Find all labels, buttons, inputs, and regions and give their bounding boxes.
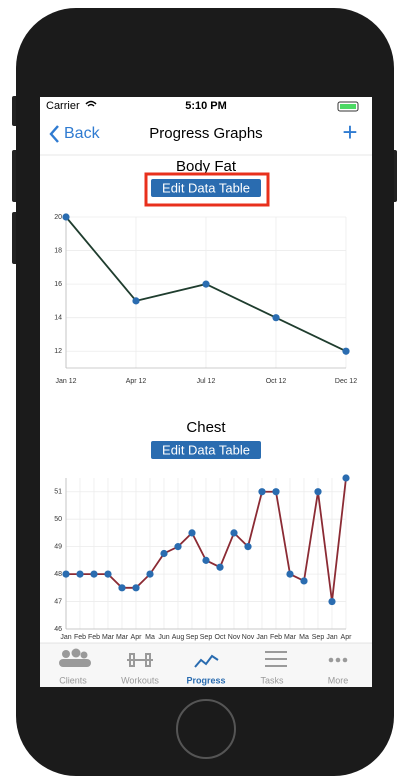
data-point[interactable] bbox=[342, 474, 350, 482]
x-tick-label: Oct bbox=[215, 634, 226, 641]
x-tick-label: Mar bbox=[102, 634, 115, 641]
data-point[interactable] bbox=[216, 563, 224, 571]
workouts-icon[interactable] bbox=[127, 653, 153, 667]
data-point[interactable] bbox=[202, 280, 210, 288]
home-button[interactable] bbox=[176, 699, 236, 759]
x-tick-label: Apr bbox=[131, 634, 143, 641]
data-point[interactable] bbox=[132, 584, 140, 592]
battery-level bbox=[340, 104, 356, 109]
more-icon[interactable] bbox=[328, 657, 348, 663]
data-point[interactable] bbox=[202, 556, 210, 564]
y-tick-label: 47 bbox=[54, 598, 62, 605]
y-tick-label: 16 bbox=[54, 281, 62, 288]
data-point[interactable] bbox=[174, 543, 182, 551]
data-point[interactable] bbox=[328, 597, 336, 606]
nav-title: Progress Graphs bbox=[149, 125, 262, 142]
x-tick-label: Sep bbox=[186, 634, 199, 641]
y-tick-label: 48 bbox=[54, 571, 62, 578]
x-tick-label: Feb bbox=[88, 634, 100, 641]
x-tick-label: Jul 12 bbox=[197, 378, 216, 385]
x-tick-label: Jun bbox=[158, 634, 169, 641]
carrier: Carrier bbox=[46, 100, 80, 112]
x-tick-label: Nov bbox=[242, 634, 255, 641]
back-button[interactable]: Back bbox=[64, 125, 101, 142]
data-point[interactable] bbox=[244, 543, 252, 551]
x-tick-label: Mar bbox=[284, 634, 297, 641]
x-tick-label: Sep bbox=[312, 634, 325, 641]
data-point[interactable] bbox=[62, 570, 70, 578]
x-tick-label: Jan bbox=[326, 634, 337, 641]
x-tick-label: Jan bbox=[60, 634, 71, 641]
data-point[interactable] bbox=[90, 570, 98, 578]
chart-title: Body Fat bbox=[176, 158, 237, 175]
x-tick-label: Apr bbox=[341, 634, 353, 641]
x-tick-label: Jan bbox=[256, 634, 267, 641]
battery bbox=[337, 101, 359, 112]
y-tick-label: 46 bbox=[54, 626, 62, 633]
x-tick-label: Mar bbox=[116, 634, 129, 641]
add-button[interactable]: + bbox=[342, 117, 357, 147]
data-point[interactable] bbox=[286, 570, 294, 578]
data-point[interactable] bbox=[76, 570, 84, 578]
x-tick-label: Dec 12 bbox=[335, 378, 357, 385]
x-tick-label: Jan 12 bbox=[55, 378, 76, 385]
data-point[interactable] bbox=[300, 577, 308, 585]
data-point[interactable] bbox=[132, 297, 140, 305]
x-tick-label: Ma bbox=[299, 634, 309, 641]
y-tick-label: 18 bbox=[54, 247, 62, 254]
data-point[interactable] bbox=[314, 488, 322, 496]
y-tick-label: 50 bbox=[54, 516, 62, 523]
data-point[interactable] bbox=[104, 570, 112, 578]
edit-button[interactable]: Edit Data Table bbox=[162, 180, 250, 195]
y-tick-label: 14 bbox=[54, 315, 62, 322]
data-point[interactable] bbox=[258, 488, 266, 496]
tab-label[interactable]: More bbox=[328, 675, 349, 685]
edit-button-bg[interactable] bbox=[151, 441, 261, 459]
x-tick-label: Oct 12 bbox=[266, 378, 287, 385]
progress-icon[interactable] bbox=[194, 654, 219, 668]
edit-button-bg[interactable] bbox=[151, 179, 261, 197]
edit-button[interactable]: Edit Data Table bbox=[162, 442, 250, 457]
data-point[interactable] bbox=[118, 584, 126, 592]
clients-icon[interactable] bbox=[59, 648, 91, 668]
data-point[interactable] bbox=[272, 488, 280, 496]
x-tick-label: Sep bbox=[200, 634, 213, 641]
x-tick-label: Aug bbox=[172, 634, 185, 641]
tab-label[interactable]: Clients bbox=[59, 675, 87, 685]
wifi-icon bbox=[85, 100, 97, 107]
chart-title: Chest bbox=[186, 419, 226, 436]
y-tick-label: 12 bbox=[54, 348, 62, 355]
y-tick-label: 20 bbox=[54, 214, 62, 221]
tab-label[interactable]: Workouts bbox=[121, 675, 159, 685]
data-point[interactable] bbox=[160, 549, 168, 558]
tab-label[interactable]: Tasks bbox=[260, 675, 284, 685]
y-tick-label: 49 bbox=[54, 543, 62, 550]
data-point[interactable] bbox=[146, 570, 154, 578]
x-tick-label: Ma bbox=[145, 634, 155, 641]
back-chevron[interactable] bbox=[49, 125, 59, 143]
y-tick-label: 51 bbox=[54, 489, 62, 496]
clock: 5:10 PM bbox=[185, 100, 227, 112]
data-point[interactable] bbox=[272, 314, 280, 322]
x-tick-label: Feb bbox=[74, 634, 86, 641]
tasks-icon[interactable] bbox=[265, 651, 287, 667]
highlight-box bbox=[144, 172, 270, 207]
x-tick-label: Nov bbox=[228, 634, 241, 641]
data-point[interactable] bbox=[342, 347, 350, 355]
data-point[interactable] bbox=[230, 529, 238, 537]
data-point[interactable] bbox=[62, 213, 70, 221]
x-tick-label: Apr 12 bbox=[126, 378, 147, 385]
tab-label[interactable]: Progress bbox=[186, 675, 225, 685]
data-point[interactable] bbox=[188, 529, 196, 537]
x-tick-label: Feb bbox=[270, 634, 282, 641]
